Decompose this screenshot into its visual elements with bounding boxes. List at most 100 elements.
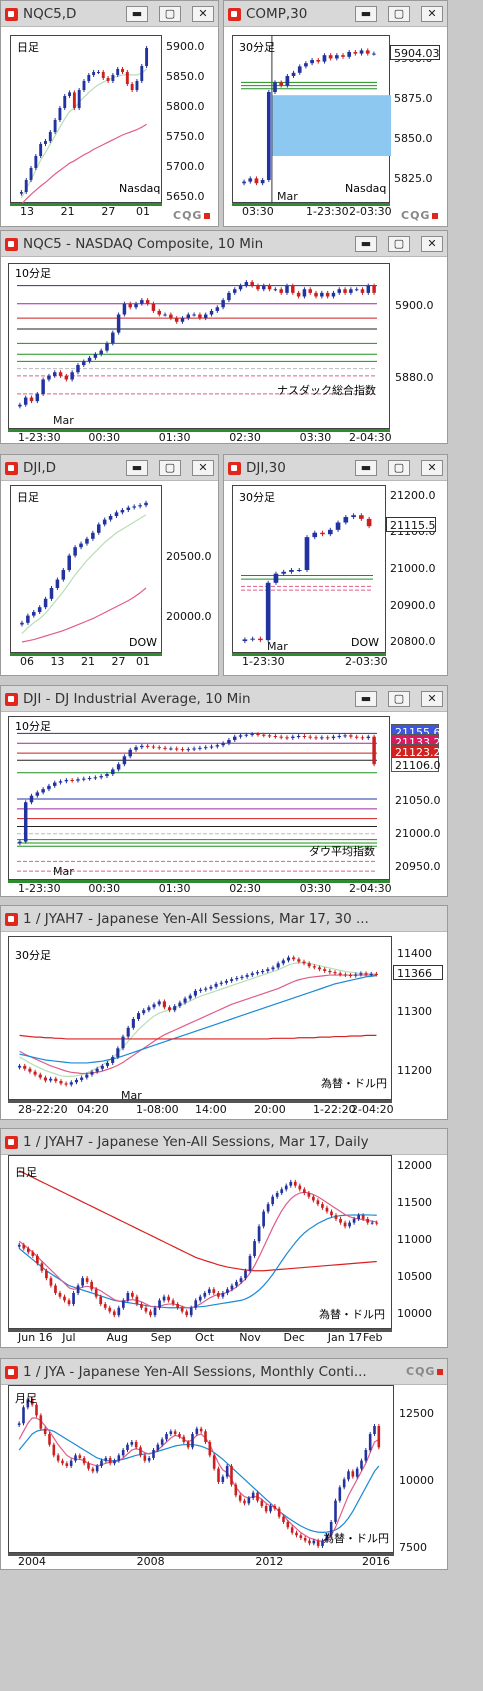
candle-body [364, 973, 368, 975]
candle-body [120, 510, 125, 513]
candle-body [296, 570, 302, 571]
candle-body [156, 1444, 160, 1450]
candle-body [31, 1252, 35, 1256]
candle-body [23, 802, 28, 842]
candle-body [65, 1463, 69, 1466]
y-tick-label: 20000.0 [166, 610, 212, 623]
candle-body [105, 1062, 110, 1066]
close-button[interactable]: ✕ [421, 691, 443, 707]
candle-body [116, 69, 120, 75]
candle-body [121, 69, 124, 72]
candle-body [82, 361, 86, 366]
chart-plot-area[interactable]: 30分足 Nasdaq Mar [232, 35, 391, 204]
candle-body [342, 1479, 346, 1488]
close-button[interactable]: ✕ [192, 6, 214, 22]
chart-window-nqc5-10min[interactable]: NQC5 - NASDAQ Composite, 10 Min ▬ ▢ ✕ 10分足… [0, 230, 448, 444]
candle-body [265, 582, 271, 641]
chart-plot-area[interactable]: 10分足 ダウ平均指数 Mar [8, 716, 390, 880]
x-tick-label: 02:30 [229, 431, 261, 444]
candle-body [286, 957, 291, 961]
title-bar[interactable]: 1 / JYA - Japanese Yen-All Sessions, Mon… [1, 1359, 447, 1385]
chart-window-jyah7-30min[interactable]: 1 / JYAH7 - Japanese Yen-All Sessions, M… [0, 905, 448, 1120]
chart-plot-area[interactable]: 30分足 DOW Mar [232, 485, 386, 653]
maximize-button[interactable]: ▢ [388, 691, 410, 707]
x-tick-label: 13 [50, 655, 65, 668]
candle-body [244, 734, 249, 736]
chart-plot-area[interactable]: 日足 為替・ドル円 [8, 1155, 392, 1329]
candle-body [87, 357, 92, 362]
minimize-button[interactable]: ▬ [355, 691, 377, 707]
minimize-button[interactable]: ▬ [355, 236, 377, 252]
candle-body [198, 1296, 202, 1301]
title-bar[interactable]: DJI,30 ▬ ▢ ✕ [224, 455, 447, 481]
candle-body [55, 579, 60, 588]
y-tick-label: 10000 [397, 1307, 432, 1321]
candle-body [314, 737, 318, 739]
maximize-button[interactable]: ▢ [159, 6, 181, 22]
candle-body [134, 1442, 138, 1448]
candle-body [76, 779, 80, 781]
minimize-button[interactable]: ▬ [126, 6, 148, 22]
minimize-button[interactable]: ▬ [355, 460, 377, 476]
candle-body [316, 1540, 320, 1546]
x-tick-label: 03:30 [242, 205, 274, 218]
close-button[interactable]: ✕ [192, 460, 214, 476]
maximize-button[interactable]: ▢ [159, 460, 181, 476]
candle-body [221, 1292, 225, 1297]
candlestick-chart [17, 1397, 381, 1549]
candle-body [188, 995, 192, 999]
chart-plot-area[interactable]: 日足 DOW [10, 485, 162, 653]
minimize-button[interactable]: ▬ [355, 6, 377, 22]
candle-body [18, 1065, 22, 1068]
chart-window-dji-10min[interactable]: DJI - DJ Industrial Average, 10 Min ▬ ▢ ✕ … [0, 685, 448, 897]
close-button[interactable]: ✕ [421, 6, 443, 22]
candle-body [308, 1540, 311, 1544]
title-bar[interactable]: NQC5 - NASDAQ Composite, 10 Min ▬ ▢ ✕ [1, 231, 447, 257]
maximize-button[interactable]: ▢ [388, 236, 410, 252]
candle-body [49, 1278, 53, 1286]
candle-body [233, 736, 237, 740]
cqg-app-icon [5, 238, 18, 251]
maximize-button[interactable]: ▢ [388, 460, 410, 476]
chart-window-nqc5-daily[interactable]: NQC5,D ▬ ▢ ✕ 日足 Nasdaq CQG 5900.0 5850.0 580… [0, 0, 219, 227]
candle-body [182, 1436, 186, 1442]
candle-body [331, 736, 336, 738]
candle-body [54, 1285, 57, 1293]
title-bar[interactable]: NQC5,D ▬ ▢ ✕ [1, 1, 218, 27]
title-bar[interactable]: DJI,D ▬ ▢ ✕ [1, 455, 218, 481]
candle-body [158, 1300, 161, 1308]
title-bar[interactable]: 1 / JYAH7 - Japanese Yen-All Sessions, M… [1, 1129, 447, 1155]
window-title: NQC5 - NASDAQ Composite, 10 Min [23, 236, 264, 252]
title-bar[interactable]: 1 / JYAH7 - Japanese Yen-All Sessions, M… [1, 906, 447, 932]
chart-plot-area[interactable]: 30分足 為替・ドル円 Mar [8, 936, 392, 1102]
candle-body [64, 375, 69, 380]
candle-body [174, 748, 179, 750]
chart-window-jyah7-daily[interactable]: 1 / JYAH7 - Japanese Yen-All Sessions, M… [0, 1128, 448, 1348]
minimize-button[interactable]: ▬ [126, 460, 148, 476]
moving-average-line [21, 587, 147, 643]
maximize-button[interactable]: ▢ [388, 6, 410, 22]
chart-window-dji-daily[interactable]: DJI,D ▬ ▢ ✕ 日足 DOW 20500.0 20000.0 06 13 21 27 0… [0, 454, 219, 676]
candle-body [78, 1455, 82, 1458]
symbol-caption: Nasdaq [345, 182, 387, 195]
candle-body [325, 1535, 329, 1541]
candle-body [76, 1285, 80, 1293]
candle-body [112, 1311, 116, 1316]
candle-body [97, 72, 100, 73]
close-button[interactable]: ✕ [421, 460, 443, 476]
title-bar[interactable]: COMP,30 ▬ ▢ ✕ [224, 1, 447, 27]
candle-body [58, 1292, 62, 1297]
chart-window-comp-30min[interactable]: COMP,30 ▬▢✕ 30分足 Nasdaq Mar CQG 5900.058… [223, 0, 448, 227]
candle-body [97, 524, 101, 533]
close-button[interactable]: ✕ [421, 236, 443, 252]
chart-plot-area[interactable]: 10分足 ナスダック総合指数 Mar [8, 263, 390, 429]
title-bar[interactable]: DJI - DJ Industrial Average, 10 Min ▬ ▢ ✕ [1, 686, 447, 712]
candle-body [87, 1463, 90, 1469]
candle-body [337, 736, 341, 738]
chart-window-jya-monthly[interactable]: 1 / JYA - Japanese Yen-All Sessions, Mon… [0, 1358, 448, 1570]
chart-plot-area[interactable]: 月足 為替・ドル円 [8, 1385, 394, 1553]
chart-plot-area[interactable]: 日足 Nasdaq [10, 35, 162, 204]
chart-window-dji-30min[interactable]: DJI,30 ▬▢✕ 30分足 DOW Mar 21200.021100.021… [223, 454, 448, 676]
candle-body [77, 90, 81, 108]
candle-body [295, 1532, 298, 1536]
